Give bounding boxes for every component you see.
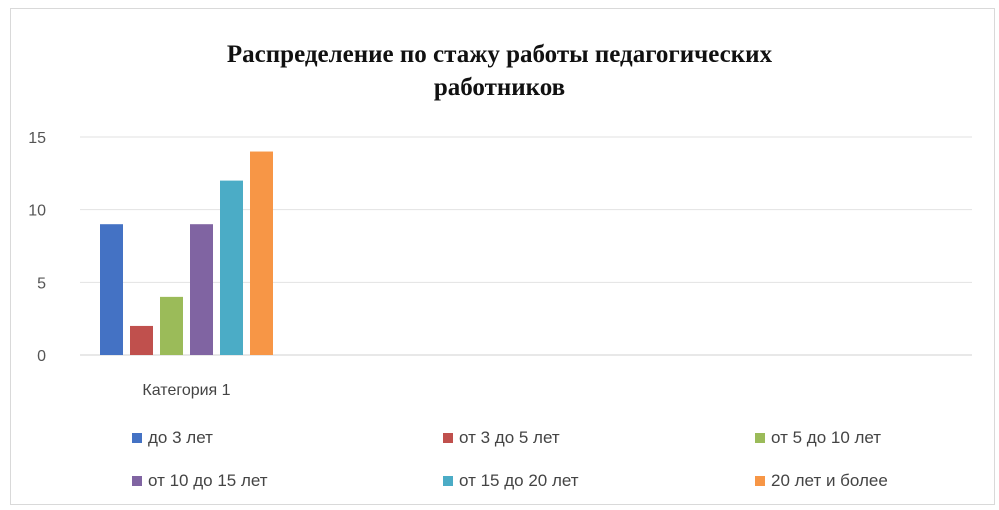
bar [130,325,153,355]
y-tick-label: 10 [28,203,46,220]
bar [100,224,123,355]
x-category-label: Категория 1 [142,382,230,399]
y-tick-label: 15 [28,130,46,147]
gridlines [80,136,972,356]
x-axis-categories: Категория 1 [142,382,230,399]
bars [100,151,273,355]
y-tick-label: 0 [37,348,46,365]
bar [160,296,183,355]
bar [220,180,243,355]
y-tick-label: 5 [37,275,46,292]
y-axis-ticks: 0 5 10 15 [28,130,46,365]
chart-frame [10,8,995,505]
chart-title: Распределение по стажу работы педагогиче… [0,38,999,104]
chart-title-line-2: работников [433,74,566,101]
bar [190,224,213,355]
bar [250,151,273,355]
chart-title-line-1: Распределение по стажу работы педагогиче… [226,41,773,68]
